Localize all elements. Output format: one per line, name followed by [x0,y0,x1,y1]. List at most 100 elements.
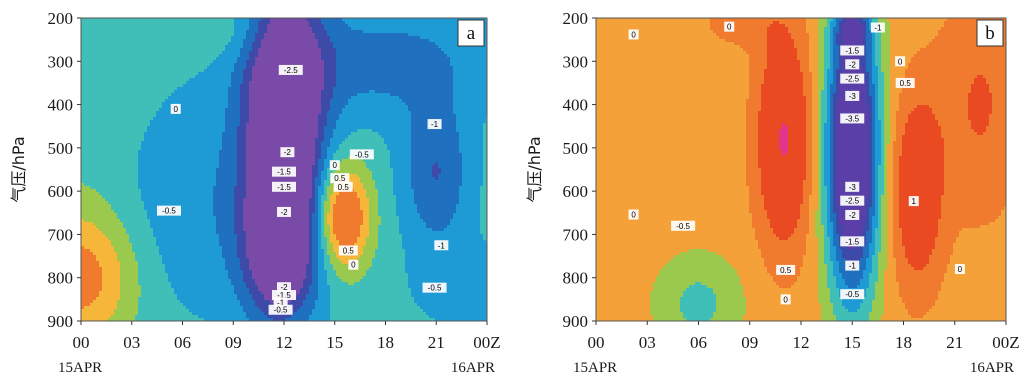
x-date-start: 15APR [58,360,102,376]
x-date-start: 15APR [573,360,617,376]
contour-value: 0 [783,295,788,304]
contour-label: -1.5 [272,181,296,192]
contour-label: -1 [434,240,449,251]
contour-value: -3 [849,92,857,101]
contour-label: 0 [628,209,639,220]
contour-value: 0.5 [780,266,792,275]
contour-value: -1 [277,298,285,307]
contour-value: 0 [898,57,903,66]
contour-label: 0 [348,259,359,270]
contour-value: -1.5 [277,291,291,300]
x-tick-label: 06 [174,333,191,352]
x-tick-label: 15 [844,333,861,352]
contour-value: -1 [431,120,439,129]
contour-label: -2 [845,209,860,220]
contour-label: -0.5 [156,205,181,216]
y-tick-label: 600 [563,182,589,201]
contour-label: -3.5 [840,113,865,124]
contour-value: 0 [958,265,963,274]
y-tick-label: 700 [48,225,74,244]
y-tick-label: 900 [563,312,589,331]
y-tick-label: 800 [563,269,589,288]
contour-label: -2.5 [840,73,865,84]
contour-value: -1.5 [845,46,859,55]
contour-label: -2 [845,59,860,70]
contour-label: -0.5 [268,304,293,315]
contour-value: -2.5 [284,66,298,75]
y-axis-label: 气压/hPa [9,136,28,202]
contour-field [596,18,1006,321]
x-tick-label: 09 [225,333,242,352]
contour-label: -1.5 [272,290,296,301]
y-tick-label: 900 [48,312,74,331]
x-tick-label: 12 [276,333,293,352]
contour-value: 0.5 [343,246,355,255]
contour-value: -1.5 [277,183,291,192]
contour-value: 0 [631,211,636,220]
panel-letter: b [985,23,995,44]
panel-letter: a [467,23,476,44]
panel-label: b [976,19,1004,47]
panel-label: a [457,19,485,47]
contour-value: -1 [874,24,882,33]
contour-label: -1 [845,260,860,271]
contour-value: -3 [849,183,857,192]
y-tick-label: 600 [48,182,74,201]
contour-value: -1 [438,241,446,250]
contour-value: 0.5 [900,79,912,88]
contour-value: -1.5 [277,168,291,177]
contour-label: -0.5 [422,282,447,293]
contour-label: 0 [628,29,639,40]
x-date-end: 16APR [970,360,1014,376]
contour-label: -3 [845,181,860,192]
contour-value: -0.5 [428,284,442,293]
contour-label: 0.5 [333,181,353,192]
contour-label: 0 [954,264,965,275]
y-tick-label: 400 [48,96,74,115]
y-tick-label: 700 [563,225,589,244]
x-tick-label: 00Z [473,333,500,352]
contour-label: -1.5 [272,166,296,177]
contour-value: 0.5 [338,183,350,192]
x-tick-label: 09 [741,333,758,352]
x-tick-label: 21 [946,333,963,352]
y-tick-label: 300 [563,52,589,71]
contour-value: -0.5 [274,306,288,315]
contour-label: 0.5 [776,264,796,275]
x-tick-label: 15 [326,333,343,352]
contour-value: -0.5 [162,207,176,216]
y-tick-label: 500 [48,139,74,158]
contour-label: -0.5 [349,149,374,160]
contour-value: -3.5 [845,114,859,123]
y-tick-label: 400 [563,96,589,115]
contour-label: -0.5 [840,289,865,300]
contour-label: 0 [329,160,340,171]
contour-label: -2.5 [278,64,303,75]
contour-value: -0.5 [845,290,859,299]
panel-b: 00-1-1.5-2-2.5-3-3.500.50-0.5-3-2.5-2-1.… [525,9,1020,376]
x-tick-label: 00Z [992,333,1019,352]
x-tick-label: 21 [428,333,445,352]
contour-label: -1.5 [840,236,865,247]
contour-label: 0.5 [338,245,358,256]
contour-label: -1 [273,297,288,308]
x-tick-label: 03 [639,333,656,352]
contour-value: 0 [351,261,356,270]
contour-value: -0.5 [676,222,690,231]
contour-label: -3 [845,90,860,101]
contour-label: 0.5 [895,77,915,88]
panel-a: -2.50-2-1.5-1.5-0.5 -2-0.500.50.50.50-1-1… [9,9,501,376]
contour-label: -1 [870,22,885,33]
contour-value: -2 [849,60,857,69]
contour-value: 0 [174,105,179,114]
x-tick-label: 03 [123,333,140,352]
y-axis-label: 气压/hPa [525,136,544,202]
contour-value: -2 [849,211,857,220]
contour-value: -1.5 [845,237,859,246]
x-tick-label: 18 [377,333,394,352]
contour-value: 1 [912,197,917,206]
y-tick-label: 500 [563,139,589,158]
contour-label: 1 [908,196,919,207]
contour-label: 0 [780,294,791,305]
